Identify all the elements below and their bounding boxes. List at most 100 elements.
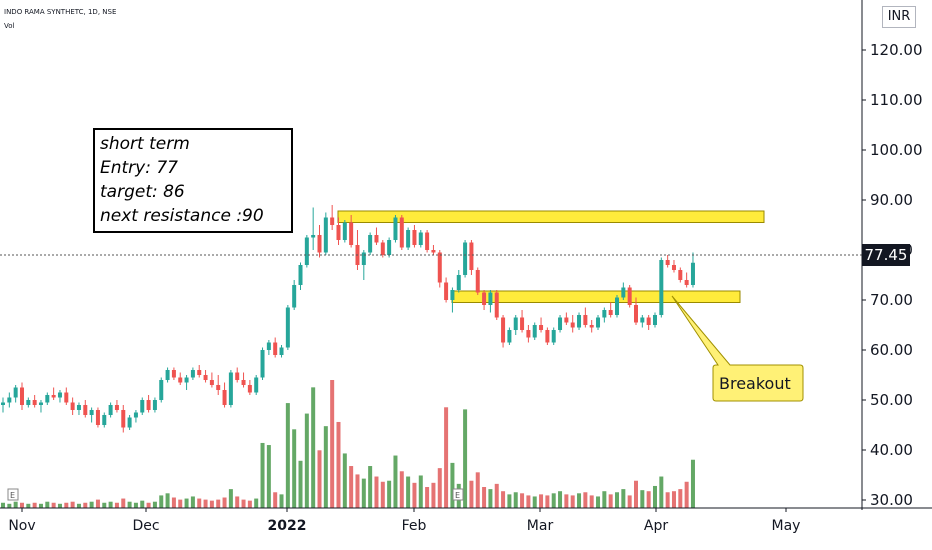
candle [564,317,569,323]
candle [216,385,221,390]
candle [551,330,556,343]
volume-bar [304,413,309,508]
candle [108,405,113,415]
trade-note-box: short term Entry: 77 target: 86 next res… [93,128,293,233]
candle [475,270,480,293]
candle [602,310,607,318]
candle [342,222,347,240]
volume-bar [209,500,214,508]
volume-bar [45,501,50,508]
candle [380,242,385,255]
candle [76,405,81,410]
candle [285,307,290,348]
candle [558,317,563,330]
event-marker-e1[interactable] [7,488,19,501]
volume-bar [355,474,360,508]
price-tick-label: 100.00 [870,141,923,159]
volume-bar [570,495,575,508]
time-tick-label: Dec [132,518,159,534]
candle [387,240,392,255]
candle [146,400,151,410]
candle [273,342,278,355]
candle [678,270,683,280]
candle [70,402,75,410]
note-line: target: 86 [100,182,185,202]
candle [235,372,240,380]
candle [260,350,265,378]
volume-bar [228,489,233,508]
volume-bar [70,501,75,508]
candle [463,242,468,275]
candle [45,395,50,403]
currency-button[interactable]: INR [882,6,916,28]
candle [127,417,132,428]
volume-bar [526,495,531,508]
volume-bar [634,480,638,508]
volume-bar [380,481,385,508]
volume-bar [602,491,607,508]
candle [368,235,373,253]
time-tick-label: May [772,518,801,534]
candle [412,230,417,245]
volume-bar [311,387,316,508]
candle [292,285,297,308]
volume-bar [76,503,81,508]
volume-bar [494,483,499,508]
volume-bar [690,459,695,508]
candle [323,217,328,253]
volume-bar [418,475,423,508]
candle [374,235,379,243]
price-tick-label: 70.00 [870,291,913,309]
volume-bar [89,501,94,508]
candle [684,280,689,285]
price-tick-label: 50.00 [870,391,913,409]
volume-bar [222,497,227,508]
price-axis: 30.0040.0050.0060.0070.0080.0090.00100.0… [862,41,923,509]
volume-bar [292,429,297,508]
candle [450,290,455,300]
candle [488,292,493,305]
candle [361,252,366,265]
volume-bar [678,489,683,508]
candle [482,292,487,305]
volume-bar [330,380,335,508]
candle [494,292,499,318]
volume-bar [463,409,468,508]
price-tick-label: 90.00 [870,191,913,209]
candle [659,260,664,315]
volume-bar [197,498,202,508]
candle [7,397,12,403]
candle [513,317,518,330]
volume-bar [133,502,138,508]
candle [140,400,145,413]
volume-bar [190,496,195,508]
volume-bar [615,492,620,508]
candle [209,380,214,385]
volume-bar [32,502,37,508]
volume-bar [431,482,436,508]
candle [615,297,620,315]
volume-bar [279,494,284,508]
event-marker-e2[interactable] [452,488,464,501]
zones [337,210,765,303]
event-marker-e1-label: E [10,491,15,500]
volume-bar [482,487,487,508]
candle [114,405,119,410]
candle [32,400,37,405]
price-tick-label: 120.00 [870,41,923,59]
volume-bar [399,471,404,508]
candle [520,317,525,330]
price-tick-label: 60.00 [870,341,913,359]
volume-bar [64,502,69,508]
volume-bar [577,493,582,508]
candle [539,325,544,330]
candle [317,235,322,253]
candle [241,380,246,385]
volume-bar [235,496,240,508]
volume-bar [247,500,252,508]
breakout-callout-bubble [671,295,804,402]
volume-bar [178,499,183,508]
volume-bar [437,468,442,508]
volume-bar [627,495,632,508]
